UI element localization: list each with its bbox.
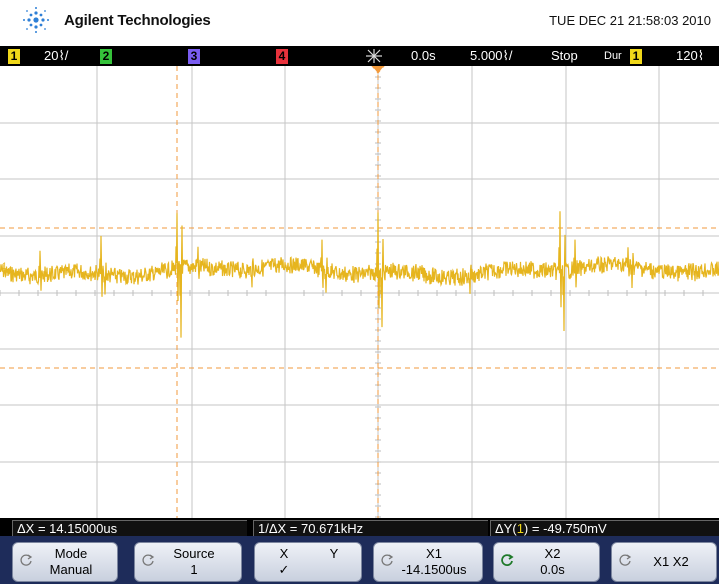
channel-2-setting[interactable]: 2 bbox=[100, 48, 112, 64]
header-bar: Agilent Technologies TUE DEC 21 21:58:03… bbox=[0, 0, 719, 46]
waveform-display[interactable]: 1 bbox=[0, 66, 719, 518]
delta-x-readout: ΔX = 14.15000us bbox=[12, 520, 247, 536]
x1-value: -14.1500us bbox=[401, 562, 467, 577]
delta-y-value: ) = -49.750mV bbox=[523, 521, 607, 536]
run-state: Stop bbox=[551, 48, 578, 63]
rotate-knob-icon bbox=[142, 554, 155, 566]
x1-label: X1 bbox=[426, 546, 442, 561]
channel-3-badge: 3 bbox=[188, 49, 200, 64]
x2-softkey[interactable]: X2 0.0s bbox=[493, 542, 600, 582]
channel-1-scale: 20⌇/ bbox=[44, 48, 69, 63]
mode-value: Manual bbox=[49, 562, 93, 577]
channel-1-ground-marker: 1 bbox=[2, 261, 7, 271]
timebase-scale: 5.000⌇/ bbox=[470, 48, 513, 63]
y-label: Y bbox=[329, 546, 339, 561]
channel-2-badge: 2 bbox=[100, 49, 112, 64]
trigger-mode: Dur bbox=[604, 50, 622, 62]
rotate-knob-icon bbox=[381, 554, 394, 566]
x-selected-check-icon: ✓ bbox=[278, 562, 290, 577]
mode-label: Mode bbox=[54, 546, 88, 561]
source-softkey[interactable]: Source 1 bbox=[134, 542, 242, 582]
acquisition-icon bbox=[366, 49, 382, 63]
delta-y-channel: 1 bbox=[516, 521, 524, 536]
mode-softkey[interactable]: Mode Manual bbox=[12, 542, 118, 582]
x-label: X bbox=[279, 546, 289, 561]
softkey-bar: Mode Manual Source 1 X Y ✓ X1 -14.1500us… bbox=[0, 536, 719, 584]
trigger-channel: 1 bbox=[630, 48, 642, 64]
horizontal-delay: 0.0s bbox=[411, 48, 436, 63]
channel-1-badge: 1 bbox=[8, 49, 20, 64]
trigger-position-marker bbox=[371, 66, 385, 74]
cursor-readout-bar: ΔX = 14.15000us 1/ΔX = 70.671kHz ΔY(1) =… bbox=[0, 518, 719, 536]
x1-x2-label: X1 X2 bbox=[653, 554, 689, 569]
brand-name: Agilent Technologies bbox=[64, 12, 211, 29]
x2-value: 0.0s bbox=[540, 562, 565, 577]
channel-4-badge: 4 bbox=[276, 49, 288, 64]
source-label: Source bbox=[173, 546, 215, 561]
x1-x2-softkey[interactable]: X1 X2 bbox=[611, 542, 717, 582]
status-bar: 1 20⌇/ 2 3 4 0.0s 5.000⌇/ Stop Dur 1 120… bbox=[0, 46, 719, 66]
source-value: 1 bbox=[190, 562, 198, 577]
channel-4-setting[interactable]: 4 bbox=[276, 48, 288, 64]
agilent-logo-icon bbox=[23, 7, 49, 33]
delta-y-prefix: ΔY( bbox=[495, 521, 517, 536]
graticule: 1 bbox=[0, 66, 719, 518]
channel-3-setting[interactable]: 3 bbox=[188, 48, 200, 64]
x2-label: X2 bbox=[544, 546, 561, 561]
delta-y-readout: ΔY(1) = -49.750mV bbox=[490, 520, 719, 536]
trigger-level: 120⌇ bbox=[676, 48, 705, 63]
channel-1-setting[interactable]: 1 bbox=[8, 48, 20, 64]
xy-softkey[interactable]: X Y ✓ bbox=[254, 542, 362, 582]
channel-1-trace bbox=[0, 211, 719, 338]
rotate-knob-icon bbox=[20, 554, 33, 566]
inverse-delta-x-readout: 1/ΔX = 70.671kHz bbox=[253, 520, 488, 536]
rotate-knob-active-icon bbox=[501, 554, 514, 566]
date-time: TUE DEC 21 21:58:03 2010 bbox=[549, 13, 711, 28]
rotate-knob-icon bbox=[619, 554, 632, 566]
trigger-channel-badge: 1 bbox=[630, 49, 642, 64]
x1-softkey[interactable]: X1 -14.1500us bbox=[373, 542, 483, 582]
